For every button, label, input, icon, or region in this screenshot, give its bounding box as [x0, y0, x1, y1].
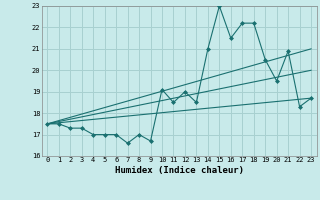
X-axis label: Humidex (Indice chaleur): Humidex (Indice chaleur): [115, 166, 244, 175]
